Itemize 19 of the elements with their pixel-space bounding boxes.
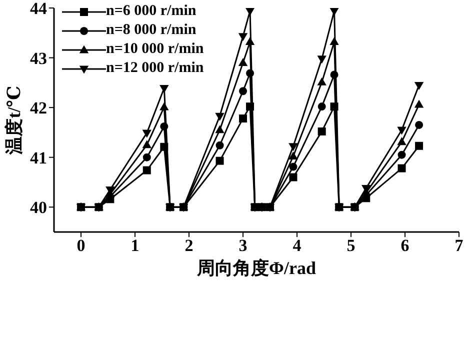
y-tick-label: 43	[30, 48, 47, 68]
legend-label: n=12 000 r/min	[106, 59, 204, 78]
y-axis-title: 温度t/℃	[4, 86, 24, 156]
legend-label: n=10 000 r/min	[106, 40, 204, 59]
y-tick-label: 40	[30, 198, 47, 218]
x-tick-label: 6	[400, 236, 410, 256]
x-tick-label: 0	[76, 236, 86, 256]
x-tick-label: 1	[130, 236, 140, 256]
x-tick-label: 2	[184, 236, 194, 256]
x-tick-label: 5	[346, 236, 356, 256]
x-axis-title: 周向角度Φ/rad	[196, 258, 316, 278]
y-tick-label: 44	[30, 0, 48, 18]
y-tick-label: 42	[30, 98, 47, 118]
x-tick-label: 7	[454, 236, 464, 256]
x-tick-label: 3	[238, 236, 248, 256]
y-tick-label: 41	[30, 148, 47, 168]
x-tick-label: 4	[292, 236, 302, 256]
legend-label: n=6 000 r/min	[106, 2, 196, 21]
legend-label: n=8 000 r/min	[106, 21, 196, 40]
